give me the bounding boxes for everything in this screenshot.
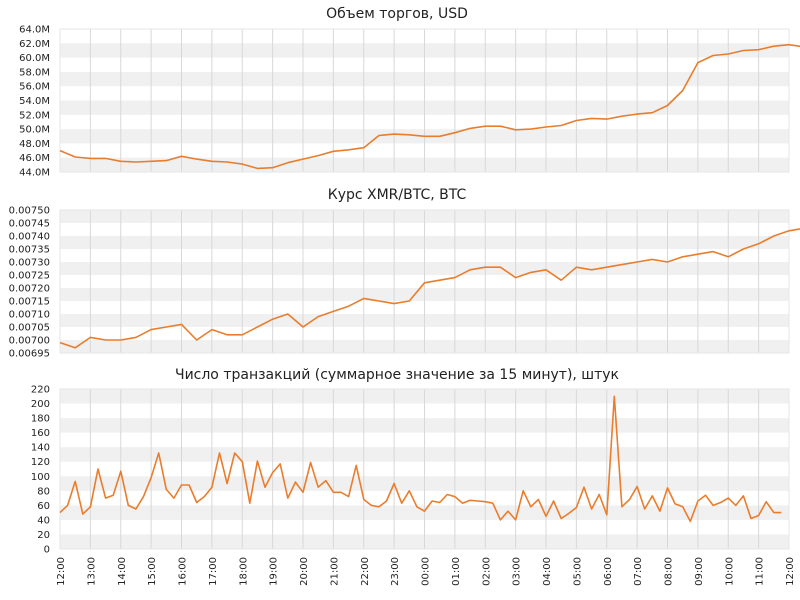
- chart-xmr-btc-rate-title: Курс XMR/BTC, BTC: [328, 187, 467, 203]
- x-tick-label: 21:00: [329, 557, 340, 586]
- chart-transactions-count-y-tick-label: 40: [37, 515, 50, 526]
- chart-xmr-btc-rate-y-tick-label: 0.00750: [9, 206, 50, 217]
- chart-transactions-count-y-tick-label: 20: [37, 530, 50, 541]
- chart-transactions-count-y-tick-label: 160: [31, 428, 50, 439]
- chart-xmr-btc-rate-plot-area: [59, 209, 790, 354]
- chart-transactions-count-y-tick-label: 180: [31, 414, 50, 425]
- chart-trading-volume-y-tick-label: 54.0M: [19, 96, 50, 107]
- x-tick-label: 02:00: [481, 557, 492, 586]
- chart-xmr-btc-rate-y-tick-label: 0.00730: [9, 258, 50, 269]
- chart-xmr-btc-rate-y-tick-label: 0.00720: [9, 284, 50, 295]
- chart-transactions-count-y-tick-label: 0: [44, 545, 50, 556]
- chart-transactions-count-y-tick-label: 140: [31, 443, 50, 454]
- chart-transactions-count-y-tick-label: 100: [31, 472, 50, 483]
- chart-xmr-btc-rate-y-tick-label: 0.00695: [9, 349, 50, 360]
- chart-transactions-count-plot-area: [59, 388, 790, 550]
- x-tick-label: 14:00: [117, 557, 128, 586]
- chart-xmr-btc-rate-series-line: [59, 228, 800, 349]
- x-tick-label: 09:00: [694, 557, 705, 586]
- x-tick-label: 22:00: [360, 557, 371, 586]
- chart-xmr-btc-rate-y-tick-label: 0.00740: [9, 232, 50, 243]
- chart-transactions-count-series-line: [59, 395, 782, 523]
- x-tick-label: 11:00: [755, 557, 766, 586]
- x-tick-label: 06:00: [603, 557, 614, 586]
- chart-trading-volume-y-tick-label: 48.0M: [19, 139, 50, 150]
- chart-trading-volume-y-tick-label: 62.0M: [19, 39, 50, 50]
- x-tick-label: 00:00: [421, 557, 432, 586]
- x-tick-label: 20:00: [299, 557, 310, 586]
- x-tick-label: 13:00: [86, 557, 97, 586]
- x-tick-label: 03:00: [512, 557, 523, 586]
- chart-xmr-btc-rate-y-tick-label: 0.00715: [9, 297, 50, 308]
- chart-trading-volume-y-tick-label: 64.0M: [19, 25, 50, 36]
- chart-xmr-btc-rate: Курс XMR/BTC, BTC 0.00695 0.00700 0.00705 0…: [9, 187, 800, 360]
- x-tick-label: 07:00: [633, 557, 644, 586]
- chart-transactions-count-title: Число транзакций (суммарное значение за …: [175, 367, 619, 383]
- chart-xmr-btc-rate-y-tick-label: 0.00735: [9, 245, 50, 256]
- chart-trading-volume-plot-area: [59, 28, 790, 173]
- x-tick-label: 16:00: [178, 557, 189, 586]
- chart-trading-volume-y-tick-label: 56.0M: [19, 82, 50, 93]
- x-tick-label: 12:00: [785, 557, 796, 586]
- chart-trading-volume: Объем торгов, USD 44.0M 46.0M 48.0M 50.0M 52…: [19, 6, 800, 179]
- chart-trading-volume-title: Объем торгов, USD: [326, 6, 468, 22]
- chart-transactions-count-y-tick-label: 60: [37, 501, 50, 512]
- chart-transactions-count: Число транзакций (суммарное значение за …: [31, 367, 796, 586]
- chart-transactions-count-y-tick-label: 80: [37, 486, 50, 497]
- chart-transactions-count-y-tick-label: 220: [31, 385, 50, 396]
- chart-trading-volume-y-tick-label: 46.0M: [19, 153, 50, 164]
- x-tick-label: 10:00: [724, 557, 735, 586]
- chart-xmr-btc-rate-y-tick-label: 0.00700: [9, 336, 50, 347]
- x-tick-label: 05:00: [572, 557, 583, 586]
- chart-xmr-btc-rate-y-tick-label: 0.00745: [9, 219, 50, 230]
- chart-trading-volume-y-tick-label: 50.0M: [19, 125, 50, 136]
- x-tick-label: 08:00: [664, 557, 675, 586]
- x-tick-label: 12:00: [56, 557, 67, 586]
- chart-trading-volume-y-tick-label: 60.0M: [19, 53, 50, 64]
- chart-trading-volume-y-tick-label: 52.0M: [19, 110, 50, 121]
- x-tick-label: 17:00: [208, 557, 219, 586]
- chart-xmr-btc-rate-y-tick-label: 0.00705: [9, 323, 50, 334]
- chart-xmr-btc-rate-y-tick-label: 0.00725: [9, 271, 50, 282]
- x-tick-label: 18:00: [238, 557, 249, 586]
- x-tick-label: 23:00: [390, 557, 401, 586]
- x-tick-label: 04:00: [542, 557, 553, 586]
- chart-trading-volume-series-line: [59, 43, 800, 170]
- chart-xmr-btc-rate-y-tick-label: 0.00710: [9, 310, 50, 321]
- chart-transactions-count-y-tick-label: 120: [31, 457, 50, 468]
- x-tick-label: 15:00: [147, 557, 158, 586]
- chart-transactions-count-y-tick-label: 200: [31, 399, 50, 410]
- x-tick-label: 01:00: [451, 557, 462, 586]
- chart-trading-volume-y-tick-label: 44.0M: [19, 168, 50, 179]
- chart-trading-volume-y-tick-label: 58.0M: [19, 67, 50, 78]
- x-tick-label: 19:00: [269, 557, 280, 586]
